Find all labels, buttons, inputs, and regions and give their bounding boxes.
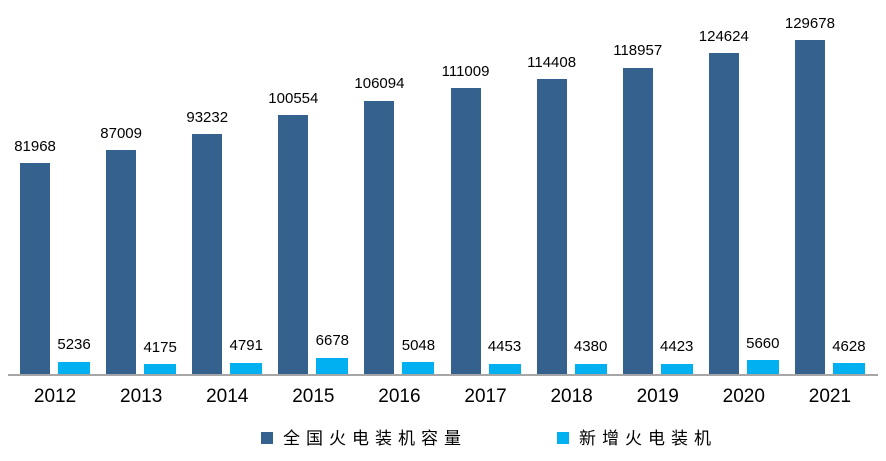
bar-group: 124624 5660: [699, 0, 787, 375]
total-capacity-bar-column: 111009: [442, 63, 489, 375]
total-capacity-bar-column: 124624: [699, 28, 749, 375]
new-capacity-bar-column: 5048: [401, 336, 436, 375]
data-label: 5236: [57, 336, 91, 353]
data-label: 93232: [186, 108, 229, 126]
total-capacity-bar: [20, 163, 51, 375]
total-capacity-bar: [536, 79, 567, 375]
x-axis-label: 2014: [206, 386, 249, 407]
data-label: 81968: [14, 137, 56, 155]
data-label: 4791: [229, 337, 263, 355]
x-axis-label: 2019: [636, 386, 679, 407]
new-capacity-bar: [746, 360, 779, 375]
bar-group: 81968 5236: [12, 0, 98, 375]
new-capacity-bar: [488, 363, 521, 375]
x-axis-line: [8, 374, 878, 376]
total-capacity-bar: [106, 150, 137, 375]
x-axis-label: 2020: [722, 386, 765, 407]
legend-item-new-capacity: 新增火电装机: [557, 430, 717, 447]
data-label: 111009: [441, 62, 490, 80]
legend-swatch-total-capacity-icon: [261, 432, 273, 444]
total-capacity-bar-column: 106094: [354, 76, 404, 375]
x-axis: 2012 2013 2014 2015 2016 2017 2018 2019 2020 2021: [12, 377, 873, 408]
new-capacity-bar: [402, 362, 435, 375]
total-capacity-bar-column: 118957: [613, 43, 662, 375]
data-label: 87009: [100, 124, 142, 142]
x-axis-label: 2021: [808, 386, 852, 407]
new-capacity-bar-column: 4791: [229, 337, 263, 375]
total-capacity-bar: [192, 134, 223, 375]
data-label: 118957: [613, 42, 663, 60]
total-capacity-bar: [622, 67, 653, 375]
total-capacity-bar: [708, 53, 739, 375]
bar-group: 87009 4175: [98, 0, 184, 375]
x-axis-label: 2016: [378, 386, 421, 407]
data-label: 114408: [527, 53, 577, 71]
plot-area: 81968 5236 87009 4175 93232 4791 100554 6678 106…: [12, 0, 873, 375]
legend: 全国火电装机容量 新增火电装机: [0, 426, 886, 450]
total-capacity-bar-column: 81968: [14, 138, 56, 375]
data-label: 5660: [746, 334, 780, 352]
new-capacity-bar: [574, 363, 607, 375]
new-capacity-bar-column: 4423: [660, 338, 694, 375]
data-label: 124624: [698, 27, 749, 45]
bar-group: 111009 4453: [442, 0, 528, 375]
total-capacity-bar: [364, 100, 395, 375]
data-label: 4628: [832, 337, 866, 355]
new-capacity-bar-column: 4453: [487, 338, 522, 375]
new-capacity-bar-column: 4628: [832, 337, 866, 375]
total-capacity-bar-column: 93232: [186, 109, 228, 375]
data-label: 129678: [784, 14, 835, 32]
x-axis-label: 2018: [550, 386, 593, 407]
total-capacity-bar-column: 129678: [785, 15, 835, 375]
bar-group: 129678 4628: [785, 0, 873, 375]
new-capacity-bar-column: 5236: [57, 336, 91, 375]
data-label: 4380: [573, 338, 608, 356]
total-capacity-bar: [450, 88, 481, 375]
legend-swatch-new-capacity-icon: [557, 432, 569, 444]
total-capacity-bar-column: 114408: [527, 54, 576, 375]
total-capacity-bar: [794, 40, 825, 375]
legend-label-total-capacity: 全国火电装机容量: [283, 428, 467, 448]
data-label: 6678: [315, 332, 350, 350]
x-axis-label: 2012: [33, 386, 77, 407]
bar-group: 93232 4791: [184, 0, 270, 375]
legend-item-total-capacity: 全国火电装机容量: [261, 430, 467, 447]
bar-group: 106094 5048: [354, 0, 442, 375]
new-capacity-bar: [230, 362, 263, 375]
data-label: 100554: [268, 89, 319, 107]
data-label: 5048: [401, 336, 436, 354]
bar-group: 118957 4423: [613, 0, 701, 375]
new-capacity-bar: [316, 357, 349, 375]
new-capacity-bar-column: 6678: [315, 332, 350, 375]
new-capacity-bar: [660, 363, 693, 375]
total-capacity-bar: [278, 115, 309, 375]
data-label: 106094: [354, 75, 405, 93]
legend-label-new-capacity: 新增火电装机: [579, 428, 717, 448]
x-axis-label: 2013: [120, 386, 163, 407]
bar-group: 114408 4380: [527, 0, 615, 375]
data-label: 4453: [487, 338, 522, 355]
new-capacity-bar-column: 4380: [573, 338, 608, 375]
bar-group: 100554 6678: [268, 0, 356, 375]
new-capacity-bar: [832, 363, 865, 375]
total-capacity-bar-column: 100554: [268, 90, 318, 375]
new-capacity-bar-column: 5660: [746, 334, 780, 375]
x-axis-label: 2017: [464, 386, 507, 407]
new-capacity-bar: [58, 361, 91, 375]
total-capacity-bar-column: 87009: [100, 125, 142, 375]
new-capacity-bar-column: 4175: [143, 338, 177, 375]
new-capacity-bar: [144, 364, 177, 375]
data-label: 4423: [660, 338, 694, 356]
x-axis-label: 2015: [292, 386, 335, 407]
data-label: 4175: [143, 338, 177, 356]
